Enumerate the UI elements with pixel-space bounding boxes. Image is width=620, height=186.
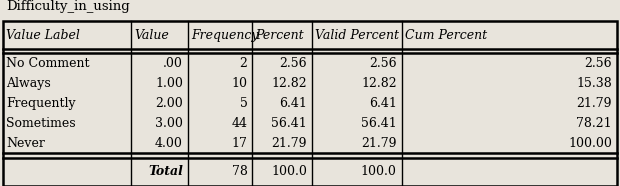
Text: 2: 2 (239, 57, 247, 70)
Text: Valid Percent: Valid Percent (315, 29, 399, 42)
Text: Always: Always (6, 77, 51, 90)
Text: 100.0: 100.0 (271, 165, 307, 178)
Text: 17: 17 (231, 137, 247, 150)
Text: Sometimes: Sometimes (6, 117, 76, 130)
Text: Frequency: Frequency (191, 29, 259, 42)
Text: 21.79: 21.79 (577, 97, 612, 110)
Text: No Comment: No Comment (6, 57, 90, 70)
Bar (3, 21, 617, 186)
Text: 1.00: 1.00 (155, 77, 183, 90)
Text: 4.00: 4.00 (155, 137, 183, 150)
Text: 2.56: 2.56 (279, 57, 307, 70)
Text: 10: 10 (231, 77, 247, 90)
Text: Value Label: Value Label (6, 29, 80, 42)
Text: 15.38: 15.38 (576, 77, 612, 90)
Text: 100.0: 100.0 (361, 165, 397, 178)
Text: 6.41: 6.41 (279, 97, 307, 110)
Text: Percent: Percent (255, 29, 304, 42)
Text: 2.56: 2.56 (584, 57, 612, 70)
Text: 56.41: 56.41 (361, 117, 397, 130)
Text: 2.56: 2.56 (369, 57, 397, 70)
Text: Cum Percent: Cum Percent (405, 29, 487, 42)
Text: 44: 44 (231, 117, 247, 130)
Text: 2.00: 2.00 (155, 97, 183, 110)
Text: 6.41: 6.41 (369, 97, 397, 110)
Text: Value: Value (135, 29, 169, 42)
Text: 5: 5 (239, 97, 247, 110)
Text: 78: 78 (231, 165, 247, 178)
Text: 3.00: 3.00 (155, 117, 183, 130)
Text: 56.41: 56.41 (271, 117, 307, 130)
Text: Difficulty_in_using: Difficulty_in_using (6, 0, 130, 13)
Text: 100.00: 100.00 (568, 137, 612, 150)
Text: 12.82: 12.82 (272, 77, 307, 90)
Text: .00: .00 (163, 57, 183, 70)
Text: Total: Total (148, 165, 183, 178)
Text: 78.21: 78.21 (577, 117, 612, 130)
Text: 21.79: 21.79 (361, 137, 397, 150)
Text: Never: Never (6, 137, 45, 150)
Text: 12.82: 12.82 (361, 77, 397, 90)
Text: 21.79: 21.79 (272, 137, 307, 150)
Text: Frequently: Frequently (6, 97, 76, 110)
